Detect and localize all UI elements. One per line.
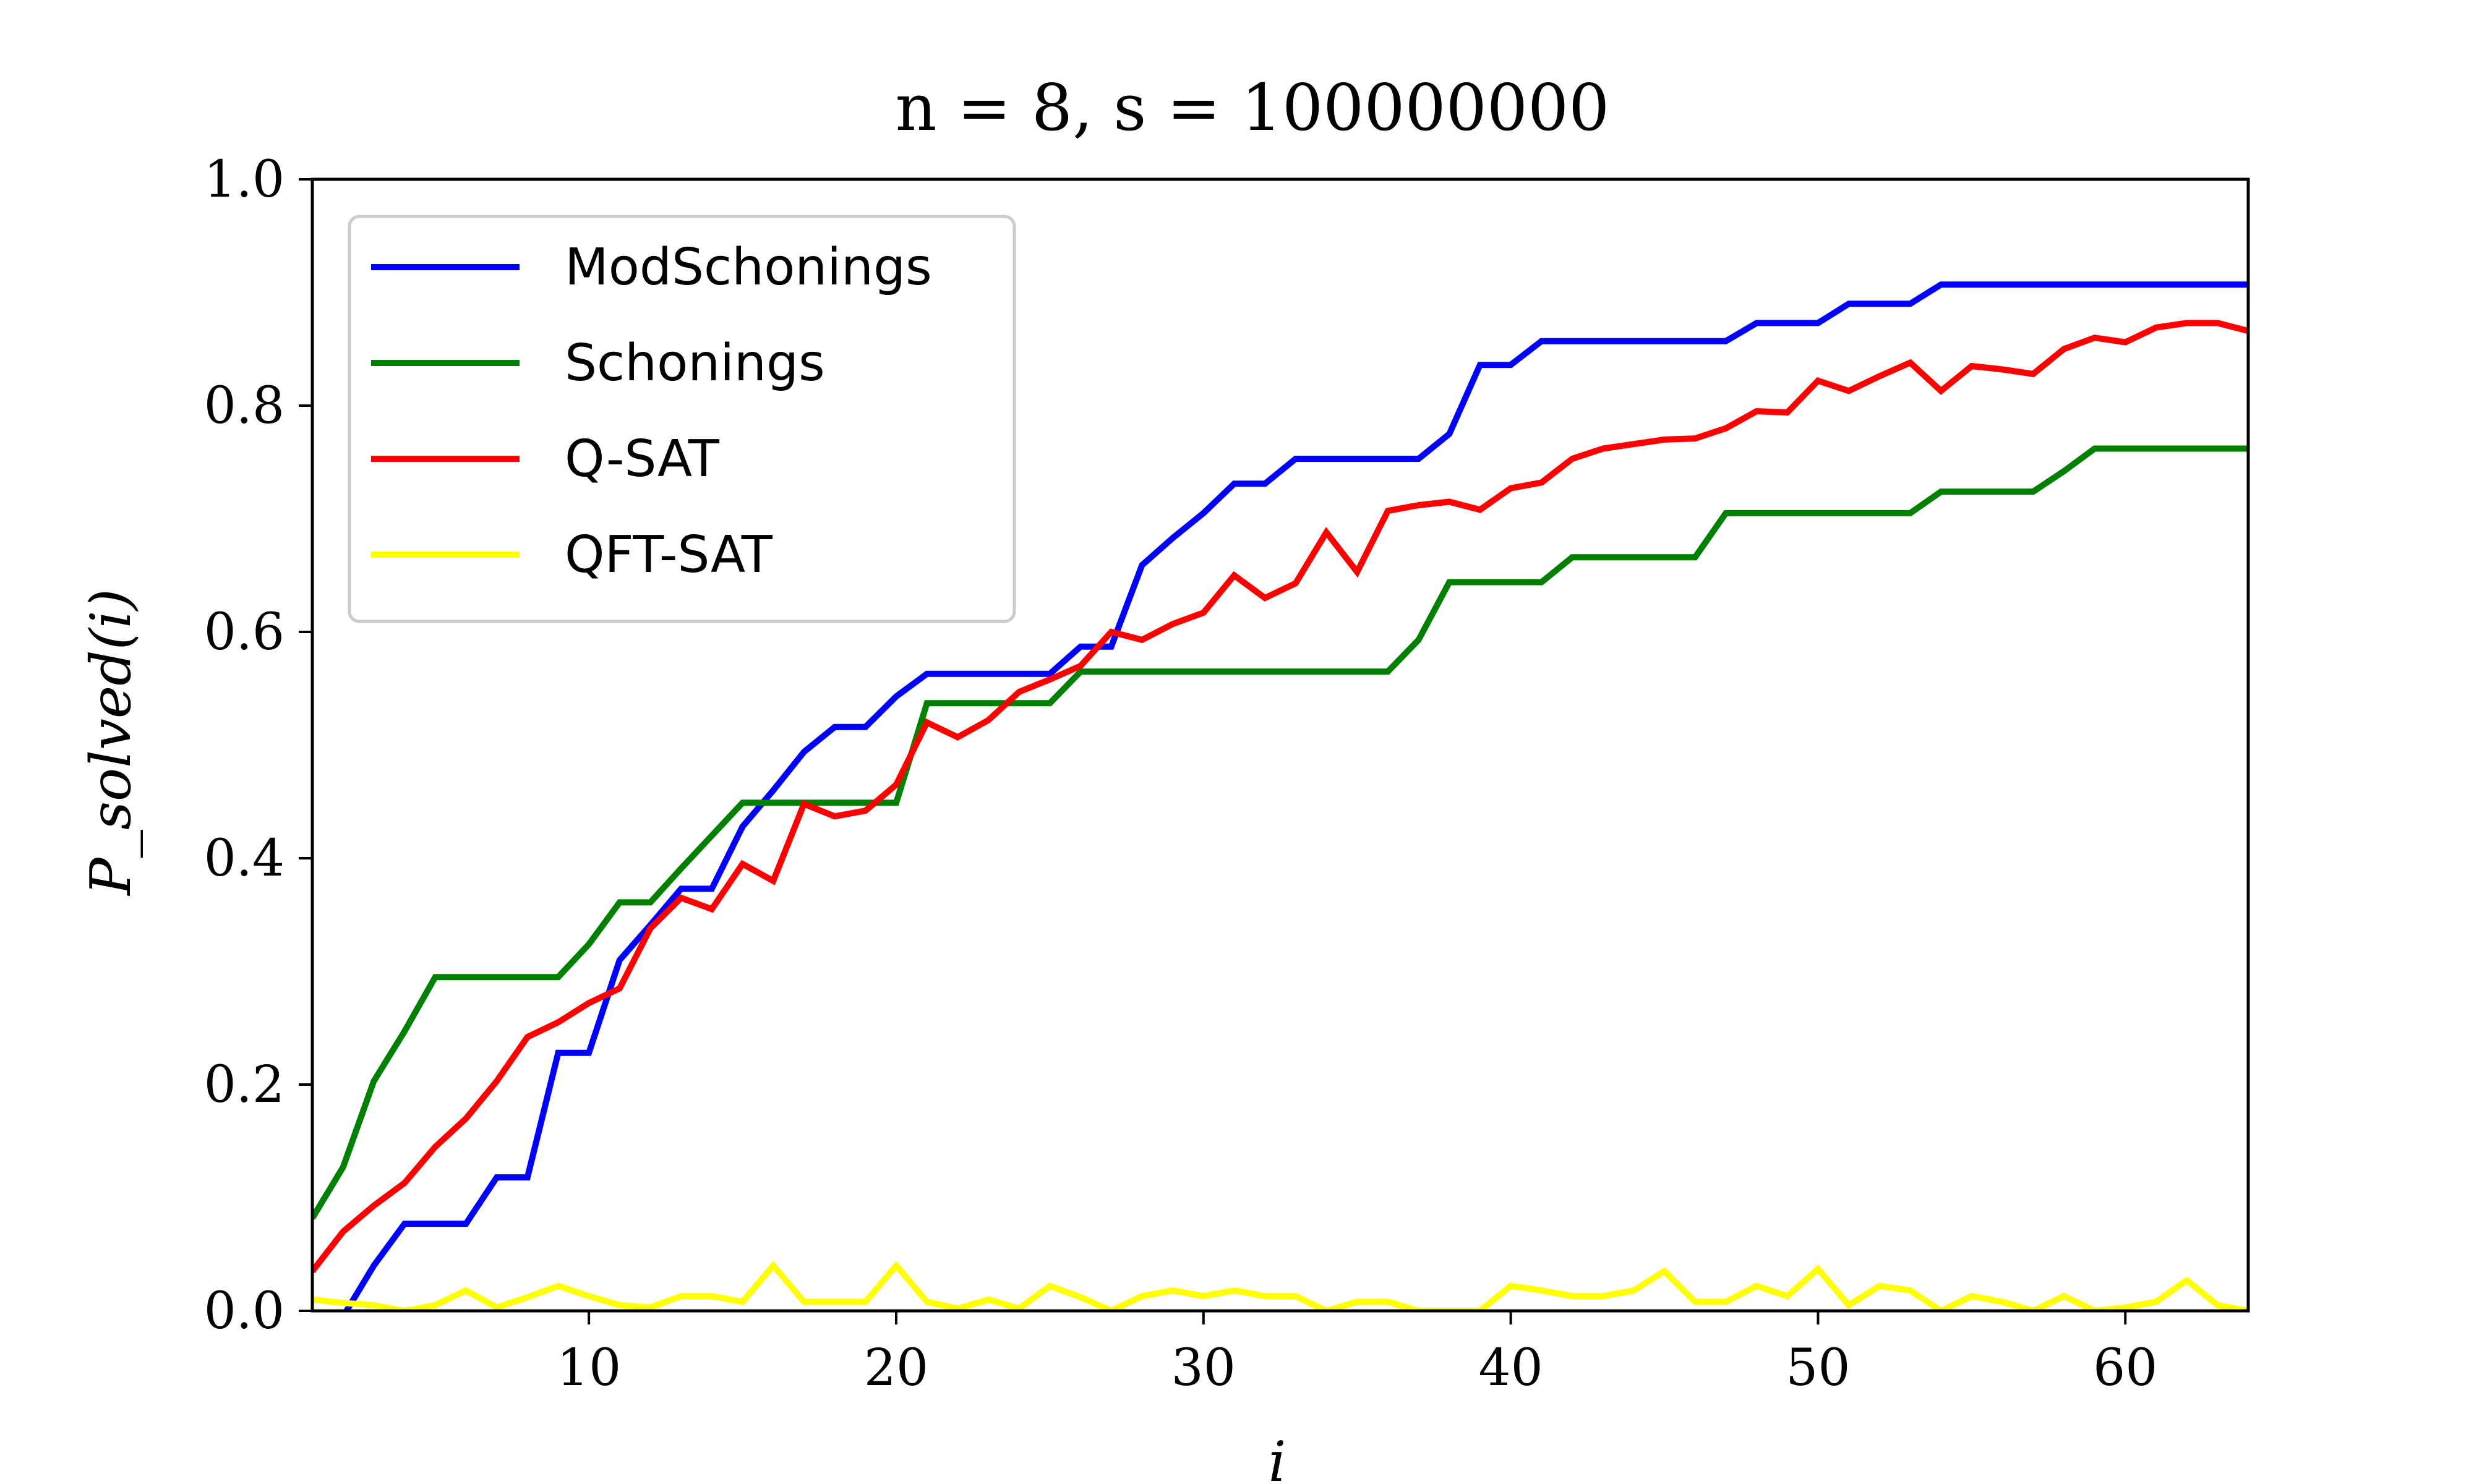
axes: 10 20 30 40 50 60 0.0 0.2 0.4 0.6 0.8 1.0 — [204, 150, 2158, 1397]
legend: ModSchonings Schonings Q-SAT QFT-SAT — [348, 215, 1016, 623]
x-axis-label: i — [1269, 1430, 1286, 1484]
y-tick-label: 1.0 — [204, 150, 285, 209]
y-tick-label: 0.0 — [204, 1282, 285, 1341]
y-tick-label: 0.8 — [204, 377, 285, 435]
x-tick-label: 10 — [557, 1339, 621, 1397]
series-line-schonings — [312, 445, 2248, 1220]
y-axis-label: P_solved(i) — [79, 589, 143, 896]
series-line-q-sat — [312, 320, 2248, 1273]
plot-frame — [310, 177, 2250, 1313]
legend-label-schonings: Schonings — [565, 334, 825, 393]
chart-title: n = 8, s = 100000000 — [896, 70, 1610, 145]
x-tick-label: 50 — [1786, 1339, 1850, 1397]
y-tick-label: 0.2 — [204, 1055, 285, 1114]
legend-label-modschonings: ModSchonings — [565, 238, 932, 297]
legend-label-q-sat: Q-SAT — [565, 430, 720, 488]
x-tick-label: 30 — [1171, 1339, 1236, 1397]
y-tick-label: 0.4 — [204, 829, 285, 888]
series-line-modschonings — [343, 281, 2248, 1311]
legend-label-qft-sat: QFT-SAT — [565, 526, 773, 584]
x-tick-label: 20 — [864, 1339, 928, 1397]
series-layer — [312, 281, 2248, 1311]
y-tick-label: 0.6 — [204, 603, 285, 662]
series-line-qft-sat — [312, 1261, 2248, 1311]
x-tick-label: 60 — [2093, 1339, 2157, 1397]
x-tick-label: 40 — [1478, 1339, 1543, 1397]
legend-box — [348, 215, 1016, 623]
